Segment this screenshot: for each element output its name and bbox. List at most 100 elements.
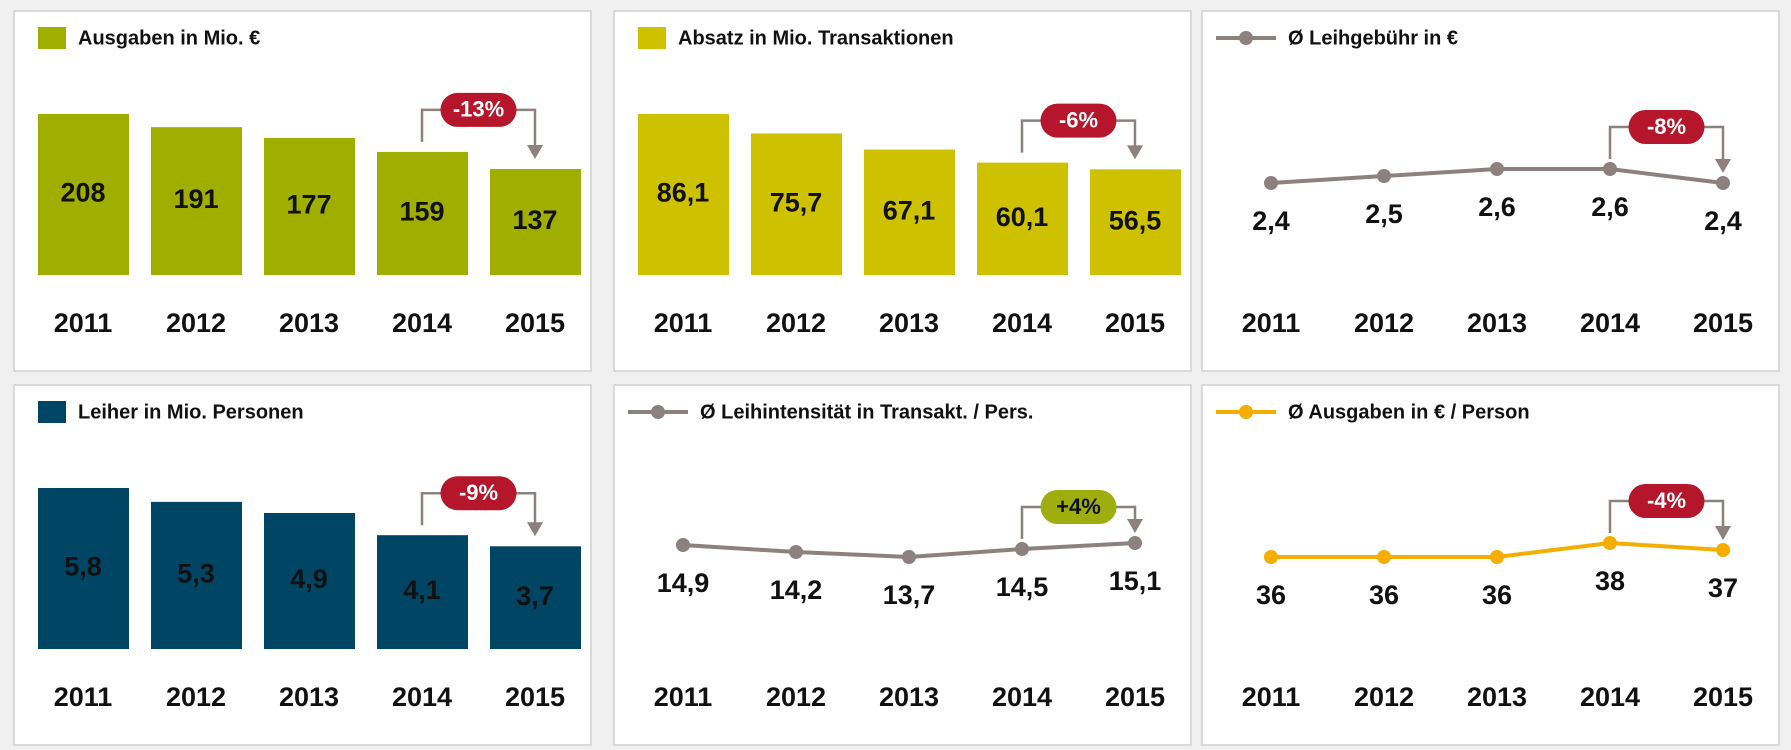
point <box>1603 162 1617 176</box>
point <box>1264 550 1278 564</box>
x-tick-label: 2014 <box>1580 308 1640 338</box>
x-tick-label: 2012 <box>1354 682 1414 712</box>
legend-label: Leiher in Mio. Personen <box>78 401 304 423</box>
x-tick-label: 2011 <box>54 308 113 338</box>
point <box>902 550 916 564</box>
value-label: 2,5 <box>1365 199 1403 229</box>
point <box>1377 550 1391 564</box>
legend-label: Absatz in Mio. Transaktionen <box>678 27 954 49</box>
bar <box>490 168 581 275</box>
annotation-arrow <box>1715 526 1731 540</box>
bar <box>38 114 129 275</box>
bar <box>151 127 242 275</box>
x-tick-label: 2014 <box>992 682 1052 712</box>
bar <box>864 149 955 275</box>
x-tick-label: 2014 <box>392 308 452 338</box>
point <box>1603 536 1617 550</box>
value-label: 36 <box>1256 580 1286 610</box>
legend-label: Ø Ausgaben in € / Person <box>1288 401 1530 423</box>
panel-background <box>613 384 1192 746</box>
x-tick-label: 2011 <box>1242 308 1301 338</box>
bar <box>377 151 468 275</box>
x-tick-label: 2015 <box>1693 308 1753 338</box>
x-tick-label: 2011 <box>654 682 713 712</box>
value-label: 159 <box>399 197 444 227</box>
annotation-arrow <box>1127 145 1143 160</box>
chart-panel: Ausgaben in Mio. € 2011 2012 2013 2014 2015 20… <box>13 10 592 372</box>
legend-marker <box>1239 31 1253 45</box>
value-label: 56,5 <box>1109 205 1162 235</box>
point <box>1716 176 1730 190</box>
point <box>1490 550 1504 564</box>
x-tick-label: 2015 <box>1105 682 1165 712</box>
chart-panel: Ø Leihgebühr in € 2011 2012 2013 2014 2015 2,4… <box>1201 10 1780 372</box>
annotation-arrow <box>527 522 543 537</box>
x-tick-label: 2013 <box>879 308 939 338</box>
x-tick-label: 2013 <box>1467 682 1527 712</box>
value-label: 36 <box>1369 580 1399 610</box>
x-tick-label: 2014 <box>1580 682 1640 712</box>
x-tick-label: 2012 <box>766 308 826 338</box>
value-label: 15,1 <box>1109 566 1162 596</box>
legend-swatch <box>38 27 66 49</box>
annotation-pill <box>440 476 517 511</box>
x-tick-label: 2011 <box>654 308 713 338</box>
annotation-pill <box>1628 110 1705 144</box>
annotation-label: -6% <box>1059 107 1098 132</box>
value-label: 86,1 <box>657 178 710 208</box>
x-tick-label: 2013 <box>279 308 339 338</box>
point <box>1264 176 1278 190</box>
x-tick-label: 2012 <box>1354 308 1414 338</box>
value-label: 2,4 <box>1252 206 1290 236</box>
annotation-label: -13% <box>453 97 504 122</box>
value-label: 13,7 <box>883 580 936 610</box>
x-tick-label: 2013 <box>279 682 339 712</box>
annotation-pill <box>1040 103 1117 138</box>
value-label: 36 <box>1482 580 1512 610</box>
value-label: 2,6 <box>1591 192 1629 222</box>
bar <box>977 162 1068 275</box>
annotation-pill <box>1628 484 1705 518</box>
legend-label: Ausgaben in Mio. € <box>78 27 260 49</box>
value-label: 4,1 <box>403 575 441 605</box>
bar <box>638 114 729 275</box>
bar <box>377 535 468 649</box>
value-label: 2,6 <box>1478 192 1516 222</box>
point <box>1377 169 1391 183</box>
legend-label: Ø Leihintensität in Transakt. / Pers. <box>700 401 1033 423</box>
value-label: 67,1 <box>883 195 936 225</box>
x-tick-label: 2013 <box>879 682 939 712</box>
chart-panel: Absatz in Mio. Transaktionen 2011 2012 2013… <box>613 10 1192 372</box>
value-label: 75,7 <box>770 187 823 217</box>
x-tick-label: 2012 <box>166 308 226 338</box>
bar <box>151 501 242 649</box>
annotation-arrow <box>1127 519 1143 533</box>
value-label: 14,5 <box>996 572 1049 602</box>
point <box>1128 536 1142 550</box>
value-label: 191 <box>173 184 218 214</box>
x-tick-label: 2015 <box>505 682 565 712</box>
value-label: 137 <box>512 205 557 235</box>
value-label: 4,9 <box>290 564 328 594</box>
legend-label: Ø Leihgebühr in € <box>1288 27 1458 49</box>
x-tick-label: 2015 <box>1105 308 1165 338</box>
chart-panel: Ø Ausgaben in € / Person 2011 2012 2013 2014… <box>1201 384 1780 746</box>
legend-marker <box>651 405 665 419</box>
x-tick-label: 2011 <box>54 682 113 712</box>
value-label: 60,1 <box>996 202 1049 232</box>
chart-panel: Ø Leihintensität in Transakt. / Pers. 201… <box>613 384 1192 746</box>
bar <box>751 133 842 275</box>
annotation-label: -9% <box>459 480 498 505</box>
x-tick-label: 2015 <box>505 308 565 338</box>
x-tick-label: 2015 <box>1693 682 1753 712</box>
panel-background <box>1201 10 1780 372</box>
annotation-label: +4% <box>1056 494 1101 519</box>
value-label: 3,7 <box>516 581 554 611</box>
bar <box>264 512 355 649</box>
x-tick-label: 2012 <box>766 682 826 712</box>
value-label: 208 <box>60 178 105 208</box>
annotation-pill <box>440 92 517 127</box>
value-label: 14,9 <box>657 568 710 598</box>
legend-marker <box>1239 405 1253 419</box>
